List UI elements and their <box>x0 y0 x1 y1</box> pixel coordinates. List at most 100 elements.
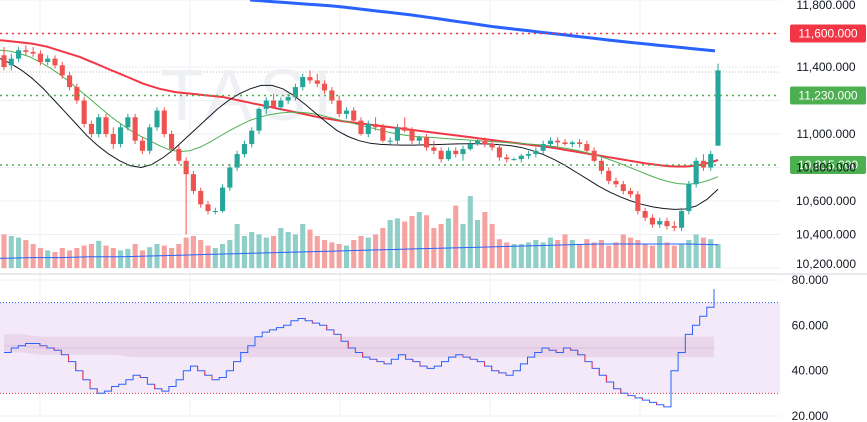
candle-body <box>23 50 29 52</box>
candle-body <box>416 137 422 141</box>
price-line-badge <box>790 24 866 43</box>
price-tick-label: 10,400.000 <box>796 228 856 242</box>
candle-body <box>59 65 65 76</box>
candle-body <box>533 150 539 155</box>
candle-body <box>591 150 597 161</box>
volume-bar <box>664 242 670 268</box>
volume-bar <box>52 252 58 268</box>
volume-bar <box>584 239 590 268</box>
volume-bar <box>496 239 502 268</box>
volume-bar <box>139 250 145 268</box>
volume-bar <box>700 237 706 268</box>
volume-bar <box>249 232 255 268</box>
volume-bar <box>169 248 175 268</box>
candle-body <box>664 221 670 227</box>
candle-body <box>52 58 58 66</box>
volume-bar <box>628 237 634 268</box>
volume-bar <box>438 224 444 268</box>
volume-bar <box>190 236 196 268</box>
candle-body <box>45 58 51 62</box>
price-lines: 11,600.000 11,230.000 10,815.000 <box>0 24 866 174</box>
volume-bar <box>649 245 655 268</box>
volume-bar <box>402 221 408 268</box>
candle-body <box>176 149 182 161</box>
volume-bar <box>424 215 430 268</box>
candle-body <box>322 83 328 91</box>
candle-body <box>482 140 488 145</box>
candle-body <box>37 53 43 62</box>
volume-bar <box>708 239 714 268</box>
candle-body <box>380 127 386 141</box>
volume-bar <box>358 236 364 268</box>
candle-body <box>220 187 226 212</box>
volume-bar <box>526 242 532 268</box>
candle-body <box>358 120 364 134</box>
volume-bar <box>234 224 240 268</box>
candlesticks[interactable] <box>1 45 721 235</box>
candle-body <box>30 51 36 54</box>
price-tick-label: 10,600.000 <box>796 194 856 208</box>
candle-body <box>402 127 408 131</box>
price-line-badge <box>790 155 866 174</box>
volume-bar <box>271 236 277 268</box>
price-line-badge <box>790 86 866 105</box>
candle-body <box>445 150 451 160</box>
volume-bar <box>657 236 663 268</box>
price-line-label: 11,600.000 <box>798 27 857 41</box>
volume-bar <box>635 240 641 268</box>
volume-bar <box>351 240 357 268</box>
volume-bar <box>285 232 291 268</box>
candle-body <box>169 134 175 150</box>
volume-bar <box>555 240 561 268</box>
volume-bar <box>606 245 612 268</box>
candle-body <box>657 221 663 225</box>
candle-body <box>205 204 211 212</box>
candle-body <box>16 50 22 59</box>
price-tick-label: 10,800.000 <box>796 161 856 175</box>
candle-body <box>562 142 568 145</box>
volume-bar <box>365 237 371 268</box>
volume-bar <box>278 228 284 268</box>
candle-body <box>300 77 306 88</box>
price-tick-label: 11,800.000 <box>796 0 855 12</box>
candle-body <box>693 160 699 185</box>
candle-body <box>125 117 131 128</box>
volume-bar <box>642 244 648 268</box>
candle-body <box>649 217 655 225</box>
volume-bars <box>1 196 721 268</box>
volume-bar <box>198 240 204 268</box>
candle-body <box>489 144 495 148</box>
candle-body <box>292 87 298 98</box>
volume-bar <box>679 244 685 268</box>
candle-body <box>88 123 94 134</box>
volume-bar <box>591 242 597 268</box>
candle-body <box>598 160 604 171</box>
candle-body <box>8 58 14 66</box>
price-tick-label: 11,400.000 <box>796 60 855 74</box>
candle-body <box>394 127 400 141</box>
candle-body <box>132 117 138 141</box>
volume-bar <box>380 228 386 268</box>
candle-body <box>686 184 692 212</box>
rsi-tick-label: 20.000 <box>792 409 829 422</box>
volume-bar <box>110 248 116 268</box>
price-line-label: 11,230.000 <box>798 88 857 102</box>
candle-body <box>642 211 648 218</box>
rsi-tick-label: 40.000 <box>792 364 829 378</box>
volume-bar <box>118 250 124 268</box>
volume-bar <box>307 229 313 268</box>
volume-bar <box>577 244 583 268</box>
candle-body <box>613 180 619 185</box>
price-axis[interactable]: 10,200.000 10,400.000 10,600.000 10,800.000… <box>792 0 857 422</box>
candle-body <box>373 123 379 128</box>
volume-bar <box>475 220 481 268</box>
volume-bar <box>220 244 226 268</box>
candle-body <box>103 117 109 134</box>
volume-bar <box>125 248 131 268</box>
candle-body <box>96 117 102 134</box>
volume-bar <box>467 196 473 268</box>
candle-body <box>438 150 444 160</box>
candle-body <box>161 110 167 134</box>
candle-body <box>424 137 430 148</box>
